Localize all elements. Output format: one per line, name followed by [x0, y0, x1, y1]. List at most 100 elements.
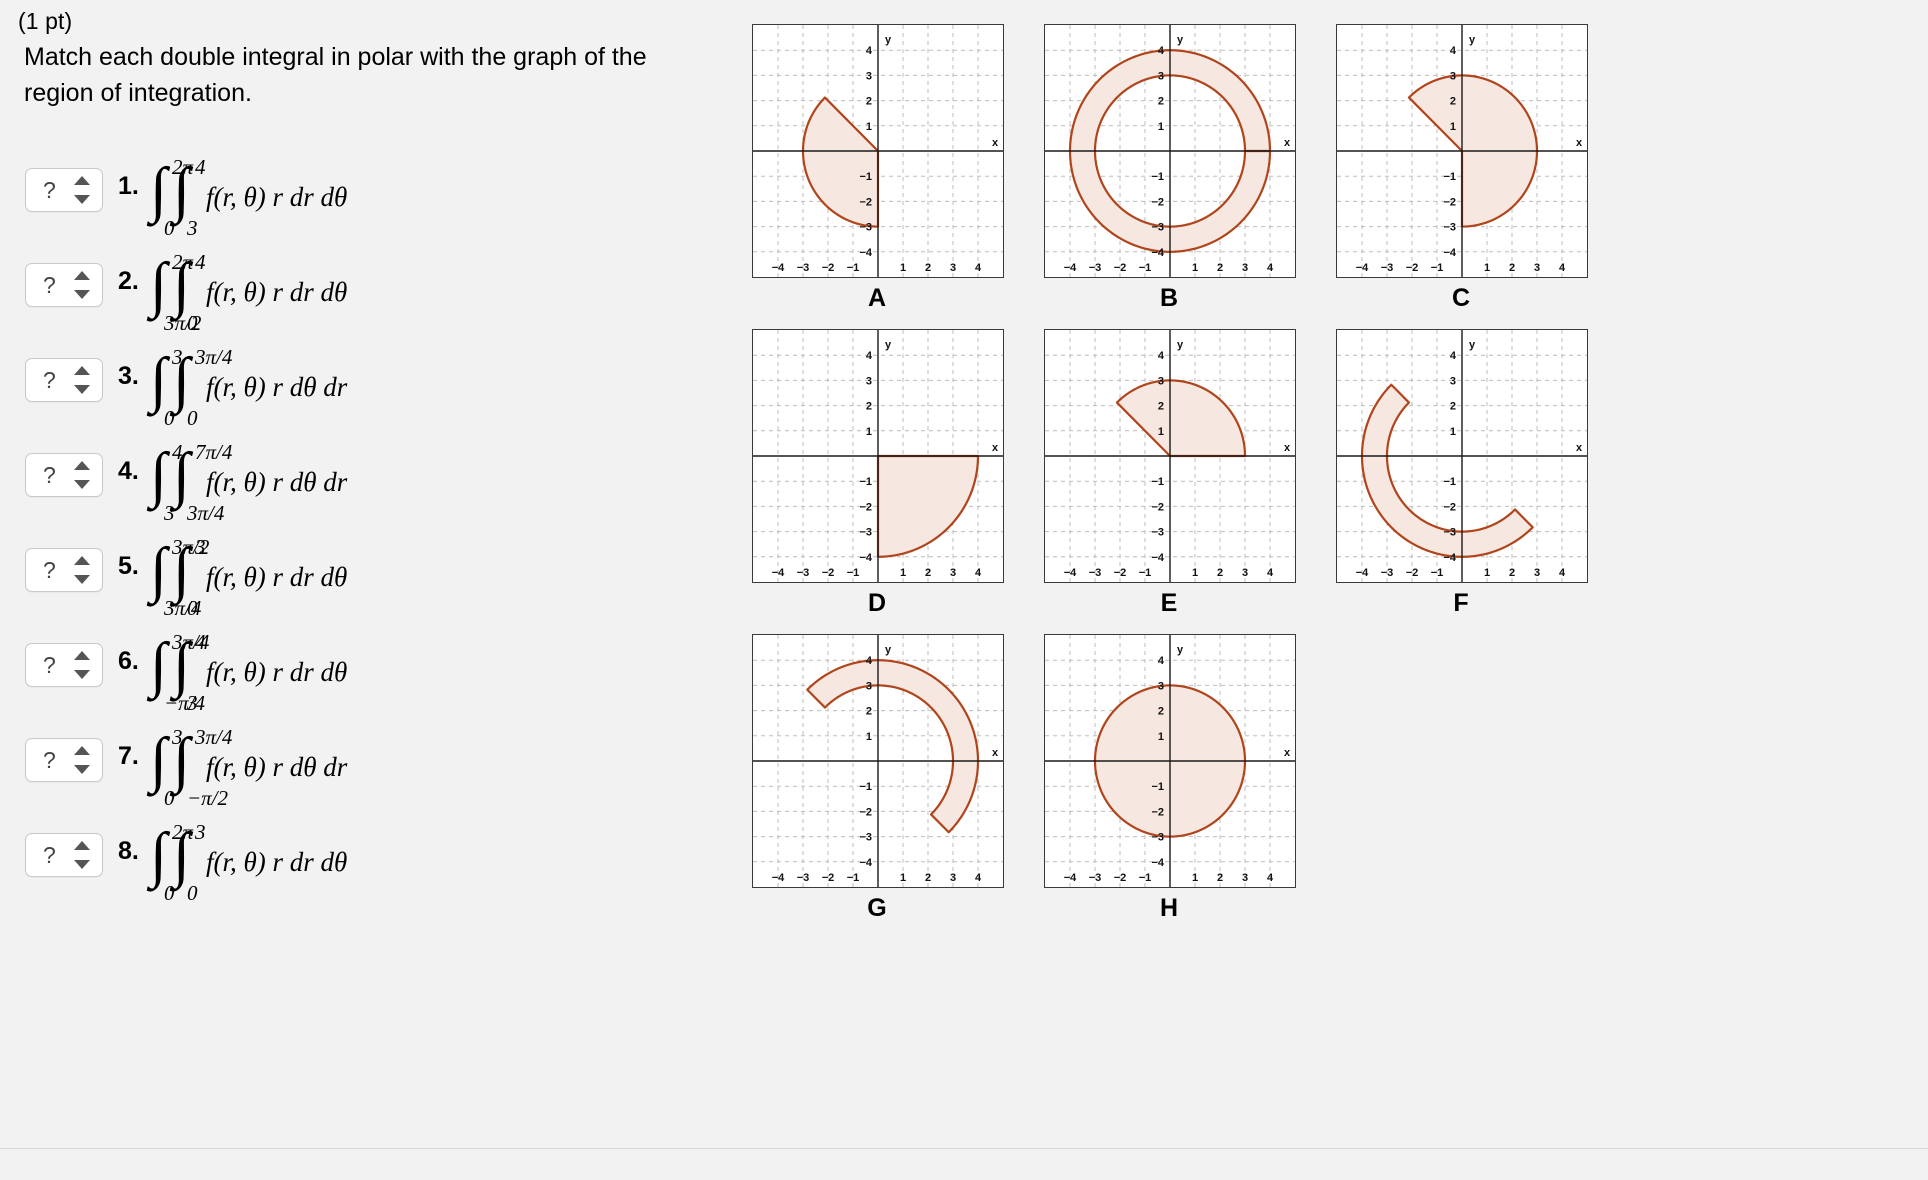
- answer-select-value: ?: [43, 271, 56, 298]
- inner-upper-limit: 4: [194, 629, 206, 654]
- triangle-down-icon[interactable]: [74, 860, 90, 869]
- question-row: ? 6. ∫ 3π/4 −π/4 ∫ 4 3 f(r, θ) r dr dθ: [20, 625, 720, 720]
- triangle-up-icon[interactable]: [74, 271, 90, 280]
- svg-text:−2: −2: [859, 806, 872, 818]
- graph-row: −4 −4 −3 −3 −2 −2 −1 −1 1 1 2 2 3 3 4 4 x y G −4 −4 −3 −3 −2 −2−…: [752, 634, 1628, 939]
- answer-select-5[interactable]: ?: [25, 548, 103, 592]
- svg-text:1: 1: [866, 731, 872, 743]
- svg-text:3: 3: [1242, 262, 1248, 274]
- outer-integral: ∫ 4 3: [150, 440, 183, 525]
- answer-select-3[interactable]: ?: [25, 358, 103, 402]
- answer-select-4[interactable]: ?: [25, 453, 103, 497]
- question-number: 5.: [118, 552, 139, 580]
- triangle-up-icon[interactable]: [74, 556, 90, 565]
- svg-text:x: x: [1284, 442, 1291, 454]
- graph-cell-b: −4 −4 −3 −3 −2 −2 −1 −1 1 1 2 2 3 3 4 4 x y B: [1044, 24, 1314, 329]
- svg-text:2: 2: [925, 872, 931, 884]
- outer-lower-limit: 0: [164, 880, 175, 905]
- svg-text:−4: −4: [859, 552, 872, 564]
- svg-text:x: x: [1576, 442, 1583, 454]
- answer-select-2[interactable]: ?: [25, 263, 103, 307]
- triangle-down-icon[interactable]: [74, 290, 90, 299]
- svg-text:4: 4: [975, 567, 982, 579]
- integral-expression: ∫ 4 3 ∫ 7π/4 3π/4 f(r, θ) r dθ dr: [150, 435, 347, 530]
- outer-integral: ∫ 2π 3π/2: [150, 250, 201, 335]
- svg-text:−1: −1: [1151, 781, 1164, 793]
- polar-region-shape: [806, 659, 980, 834]
- integral-sign-icon: ∫: [172, 155, 190, 224]
- svg-text:x: x: [992, 137, 999, 149]
- inner-upper-limit: 3: [194, 819, 206, 844]
- answer-select-6[interactable]: ?: [25, 643, 103, 687]
- svg-text:4: 4: [1559, 567, 1566, 579]
- svg-text:3: 3: [950, 872, 956, 884]
- inner-upper-limit: 3: [194, 534, 206, 559]
- svg-text:−4: −4: [859, 857, 872, 869]
- outer-upper-limit: 3: [172, 724, 183, 749]
- integrand: f(r, θ) r dθ dr: [205, 467, 348, 497]
- inner-upper-limit: 3π/4: [194, 724, 233, 749]
- triangle-up-icon[interactable]: [74, 651, 90, 660]
- answer-select-8[interactable]: ?: [25, 833, 103, 877]
- integral-expression: ∫ 3π/2 3π/4 ∫ 3 0 f(r, θ) r dr dθ: [150, 530, 347, 625]
- stepper-icons[interactable]: [74, 651, 90, 679]
- footer-divider: [0, 1148, 1928, 1149]
- integral-sign-icon: ∫: [172, 725, 190, 794]
- svg-text:4: 4: [1158, 350, 1165, 362]
- outer-integral: ∫ 2π 0: [150, 820, 193, 905]
- svg-text:−1: −1: [1431, 567, 1444, 579]
- svg-text:−4: −4: [1443, 247, 1456, 259]
- triangle-up-icon[interactable]: [74, 366, 90, 375]
- svg-text:4: 4: [1158, 655, 1165, 667]
- svg-text:−2: −2: [822, 872, 835, 884]
- svg-text:x: x: [992, 442, 999, 454]
- inner-lower-limit: 3: [186, 690, 198, 715]
- triangle-down-icon[interactable]: [74, 480, 90, 489]
- plot-d: −4 −4 −3 −3 −2 −2 −1 −1 1 1 2 2 3 3 4 4 x y: [752, 329, 1004, 583]
- plot-e: −4 −4 −3 −3 −2 −2 −1 −1 1 1 2 2 3 3 4 4 x y: [1044, 329, 1296, 583]
- triangle-up-icon[interactable]: [74, 841, 90, 850]
- svg-text:1: 1: [866, 121, 872, 133]
- stepper-icons[interactable]: [74, 366, 90, 394]
- triangle-down-icon[interactable]: [74, 670, 90, 679]
- triangle-down-icon[interactable]: [74, 575, 90, 584]
- outer-lower-limit: 0: [164, 215, 175, 240]
- svg-text:−3: −3: [797, 567, 810, 579]
- stepper-icons[interactable]: [74, 556, 90, 584]
- svg-text:−1: −1: [859, 476, 872, 488]
- answer-select-7[interactable]: ?: [25, 738, 103, 782]
- svg-text:−3: −3: [1151, 222, 1164, 234]
- triangle-up-icon[interactable]: [74, 746, 90, 755]
- stepper-icons[interactable]: [74, 176, 90, 204]
- answer-select-1[interactable]: ?: [25, 168, 103, 212]
- svg-text:2: 2: [866, 706, 872, 718]
- triangle-up-icon[interactable]: [74, 461, 90, 470]
- svg-text:x: x: [1576, 137, 1583, 149]
- integral-expression: ∫ 3 0 ∫ 3π/4 −π/2 f(r, θ) r dθ dr: [150, 720, 347, 815]
- svg-text:y: y: [1177, 34, 1184, 46]
- svg-text:−2: −2: [1443, 196, 1456, 208]
- integral-sign-icon: ∫: [150, 155, 167, 224]
- inner-upper-limit: 7π/4: [194, 439, 233, 464]
- answer-select-value: ?: [43, 746, 56, 773]
- svg-text:2: 2: [1217, 567, 1223, 579]
- svg-text:3: 3: [866, 680, 872, 692]
- svg-text:−1: −1: [1139, 872, 1152, 884]
- inner-integral: ∫ 3π/4 0: [173, 345, 232, 430]
- svg-text:2: 2: [1158, 706, 1164, 718]
- triangle-up-icon[interactable]: [74, 176, 90, 185]
- triangle-down-icon[interactable]: [74, 195, 90, 204]
- stepper-icons[interactable]: [74, 746, 90, 774]
- svg-text:3: 3: [1158, 680, 1164, 692]
- triangle-down-icon[interactable]: [74, 385, 90, 394]
- svg-text:2: 2: [1450, 401, 1456, 413]
- integral-expression: ∫ 2π 0 ∫ 3 0 f(r, θ) r dr dθ: [150, 815, 347, 910]
- question-number: 4.: [118, 457, 139, 485]
- outer-lower-limit: 0: [164, 405, 175, 430]
- stepper-icons[interactable]: [74, 461, 90, 489]
- integral-expression: ∫ 2π 0 ∫ 4 3 f(r, θ) r dr dθ: [150, 150, 347, 245]
- stepper-icons[interactable]: [74, 841, 90, 869]
- inner-integral: ∫ 3 0: [173, 535, 206, 620]
- triangle-down-icon[interactable]: [74, 765, 90, 774]
- stepper-icons[interactable]: [74, 271, 90, 299]
